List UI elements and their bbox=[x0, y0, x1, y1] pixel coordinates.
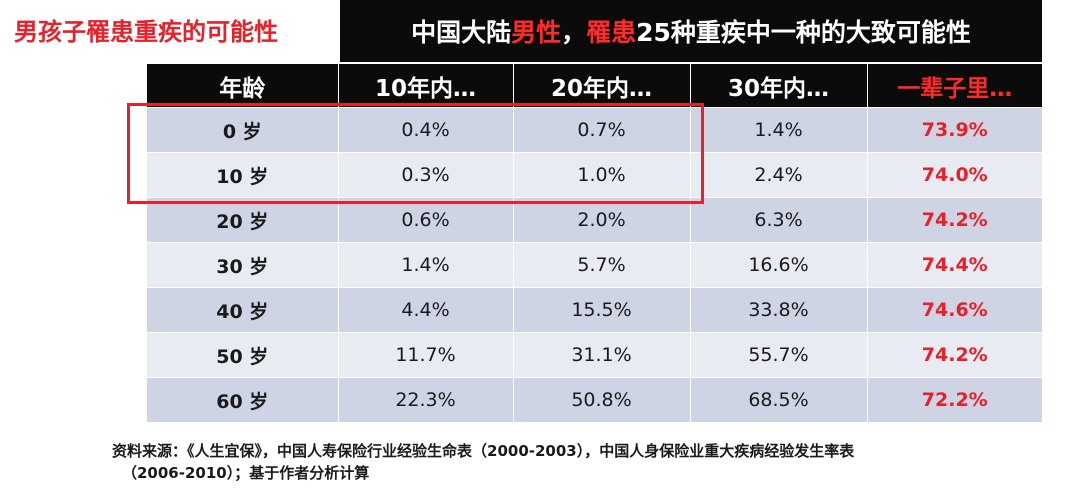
value-cell: 11.7% bbox=[338, 332, 514, 378]
header-lifetime: 一辈子里… bbox=[867, 64, 1042, 108]
probability-table: 年龄 10年内… 20年内… 30年内… 一辈子里… 0 岁 0.4% 0.7%… bbox=[147, 64, 1042, 422]
value-cell: 5.7% bbox=[513, 242, 691, 288]
lifetime-cell: 73.9% bbox=[867, 107, 1042, 153]
banner-text-1: 中国大陆 bbox=[411, 18, 512, 47]
header-30-years: 30年内… bbox=[690, 64, 868, 108]
table-row: 60 岁 22.3% 50.8% 68.5% 72.2% bbox=[147, 377, 1042, 422]
value-cell: 1.4% bbox=[338, 242, 514, 288]
age-cell: 30 岁 bbox=[147, 242, 339, 288]
source-line-1: 资料来源：《人生宜保》，中国人寿保险行业经验生命表（2000-2003），中国人… bbox=[112, 442, 855, 460]
table-header-row: 年龄 10年内… 20年内… 30年内… 一辈子里… bbox=[147, 64, 1042, 108]
value-cell: 1.0% bbox=[513, 152, 691, 198]
value-cell: 33.8% bbox=[690, 287, 868, 333]
lifetime-cell: 74.6% bbox=[867, 287, 1042, 333]
table-row: 50 岁 11.7% 31.1% 55.7% 74.2% bbox=[147, 332, 1042, 378]
value-cell: 2.4% bbox=[690, 152, 868, 198]
value-cell: 6.3% bbox=[690, 197, 868, 243]
value-cell: 1.4% bbox=[690, 107, 868, 153]
value-cell: 50.8% bbox=[513, 377, 691, 422]
value-cell: 55.7% bbox=[690, 332, 868, 378]
table-row: 30 岁 1.4% 5.7% 16.6% 74.4% bbox=[147, 242, 1042, 288]
value-cell: 0.6% bbox=[338, 197, 514, 243]
banner-highlight-illness: 罹患 bbox=[586, 18, 637, 47]
value-cell: 0.4% bbox=[338, 107, 514, 153]
age-cell: 40 岁 bbox=[147, 287, 339, 333]
header-10-years: 10年内… bbox=[338, 64, 514, 108]
header-age: 年龄 bbox=[147, 64, 339, 108]
age-cell: 60 岁 bbox=[147, 377, 339, 422]
lifetime-cell: 74.4% bbox=[867, 242, 1042, 288]
value-cell: 4.4% bbox=[338, 287, 514, 333]
page-title: 男孩子罹患重疾的可能性 bbox=[14, 18, 278, 46]
lifetime-cell: 72.2% bbox=[867, 377, 1042, 422]
table-row: 40 岁 4.4% 15.5% 33.8% 74.6% bbox=[147, 287, 1042, 333]
table-row: 20 岁 0.6% 2.0% 6.3% 74.2% bbox=[147, 197, 1042, 243]
table-row: 0 岁 0.4% 0.7% 1.4% 73.9% bbox=[147, 107, 1042, 153]
value-cell: 0.7% bbox=[513, 107, 691, 153]
age-cell: 0 岁 bbox=[147, 107, 339, 153]
source-note: 资料来源：《人生宜保》，中国人寿保险行业经验生命表（2000-2003），中国人… bbox=[112, 440, 1062, 484]
header-20-years: 20年内… bbox=[513, 64, 691, 108]
lifetime-cell: 74.2% bbox=[867, 332, 1042, 378]
banner-highlight-male: 男性 bbox=[511, 18, 562, 47]
value-cell: 31.1% bbox=[513, 332, 691, 378]
table-title-banner: 中国大陆 男性，罹患 25种重疾中一种的大致可能性 bbox=[340, 0, 1042, 62]
age-cell: 50 岁 bbox=[147, 332, 339, 378]
banner-text-2: ， bbox=[561, 18, 587, 47]
lifetime-cell: 74.2% bbox=[867, 197, 1042, 243]
banner-text-3: 25种重疾中一种的大致可能性 bbox=[636, 18, 971, 47]
age-cell: 10 岁 bbox=[147, 152, 339, 198]
value-cell: 2.0% bbox=[513, 197, 691, 243]
table-row: 10 岁 0.3% 1.0% 2.4% 74.0% bbox=[147, 152, 1042, 198]
value-cell: 68.5% bbox=[690, 377, 868, 422]
value-cell: 15.5% bbox=[513, 287, 691, 333]
lifetime-cell: 74.0% bbox=[867, 152, 1042, 198]
age-cell: 20 岁 bbox=[147, 197, 339, 243]
value-cell: 16.6% bbox=[690, 242, 868, 288]
value-cell: 22.3% bbox=[338, 377, 514, 422]
source-line-2: （2006-2010）；基于作者分析计算 bbox=[122, 464, 370, 482]
value-cell: 0.3% bbox=[338, 152, 514, 198]
